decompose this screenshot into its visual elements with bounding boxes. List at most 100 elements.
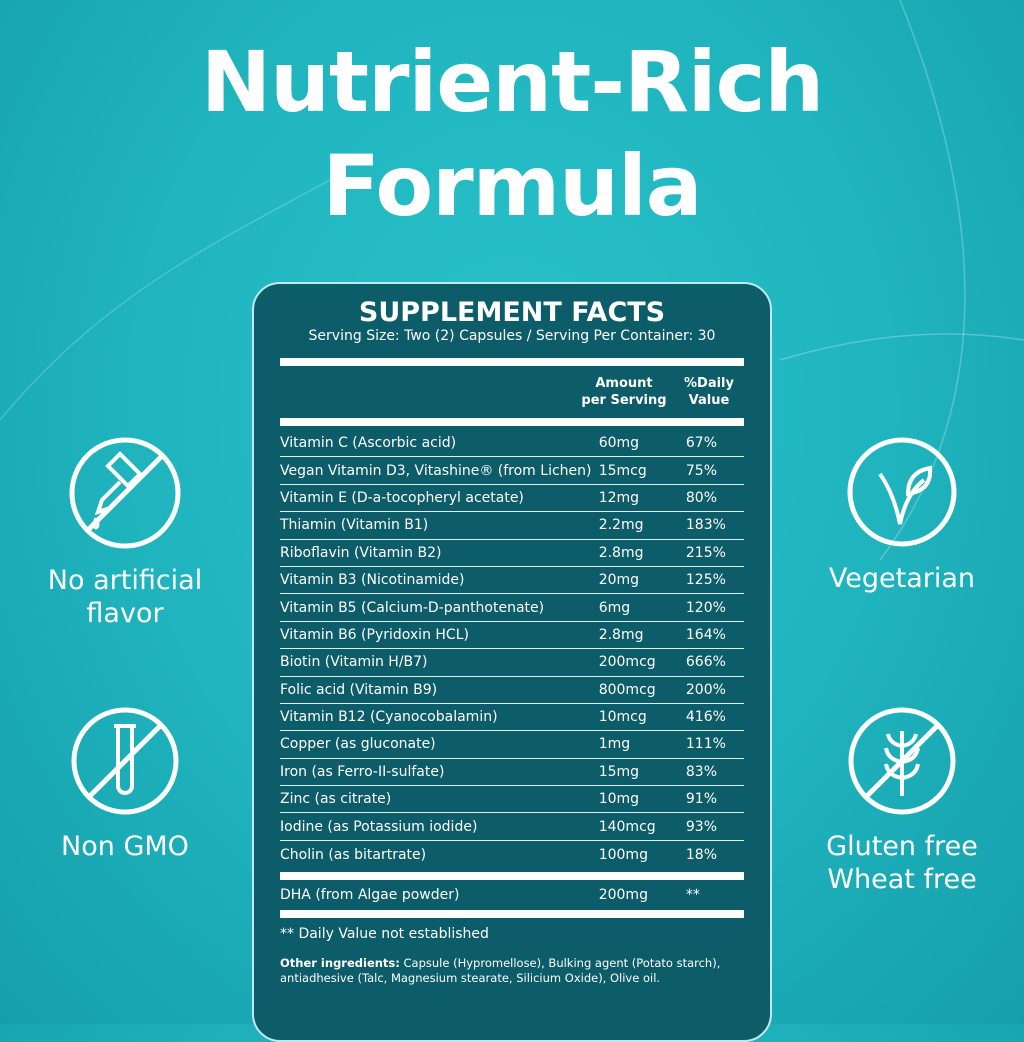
nutrient-name: Zinc (as citrate) (280, 791, 392, 808)
nutrient-name: Thiamin (Vitamin B1) (280, 517, 429, 534)
table-row: Copper (as gluconate) 1mg 111% (280, 731, 744, 759)
dv-header-line1: %Daily (684, 376, 734, 391)
table-row: Iodine (as Potassium iodide) 140mcg 93% (280, 813, 744, 841)
feature-vegetarian: Vegetarian (792, 436, 1012, 595)
table-row: Thiamin (Vitamin B1) 2.2mg 183% (280, 512, 744, 540)
nutrient-name: Vitamin E (D-a-tocopheryl acetate) (280, 489, 524, 506)
nutrient-dv: 91% (685, 791, 718, 808)
nutrient-amount: 200mcg (598, 654, 656, 671)
feature-no-artificial-flavor: No artificial flavor (15, 436, 235, 630)
supplement-facts-panel: SUPPLEMENT FACTS Serving Size: Two (2) C… (252, 282, 772, 1042)
nutrient-amount: 15mcg (598, 462, 647, 479)
serving-info: Serving Size: Two (2) Capsules / Serving… (308, 328, 716, 344)
table-row: Vitamin B3 (Nicotinamide) 20mg 125% (280, 567, 744, 595)
headline-line1: Nutrient-Rich (200, 33, 824, 131)
nutrient-name: Copper (as gluconate) (280, 736, 436, 753)
nutrient-amount: 2.8mg (598, 544, 644, 561)
nutrient-amount: 10mg (598, 791, 640, 808)
no-dropper-icon (69, 437, 181, 549)
table-row: Vitamin B5 (Calcium-D-panthotenate) 6mg 12… (280, 594, 744, 622)
amount-header-line2: per Serving (581, 393, 667, 408)
table-row: Vitamin B6 (Pyridoxin HCL) 2.8mg 164% (280, 622, 744, 650)
leaf-icon (847, 437, 957, 547)
nutrient-name: Vitamin C (Ascorbic acid) (280, 435, 457, 452)
table-row: Riboflavin (Vitamin B2) 2.8mg 215% (280, 540, 744, 567)
nutrient-dv: 666% (685, 654, 726, 671)
nutrient-dv: 120% (685, 599, 726, 616)
nutrient-name: Iron (as Ferro-II-sulfate) (280, 763, 445, 780)
nutrient-amount: 140mcg (598, 818, 656, 835)
feature-gluten-free: Gluten free Wheat free (792, 706, 1012, 896)
nutrient-dv: 200% (685, 681, 726, 698)
nutrient-name: Biotin (Vitamin H/B7) (280, 654, 428, 671)
nutrient-dv: 83% (685, 763, 718, 780)
panel-title: SUPPLEMENT FACTS (358, 297, 666, 328)
nutrient-name: DHA (from Algae powder) (280, 887, 460, 904)
nutrient-dv: 164% (685, 626, 726, 643)
other-ingredients-label: Other ingredients: (280, 956, 400, 971)
nutrient-dv: 111% (685, 736, 726, 753)
feature-label: Non GMO (61, 831, 189, 862)
table-row: Biotin (Vitamin H/B7) 200mcg 666% (280, 649, 744, 677)
feature-label: Wheat free (827, 864, 977, 895)
headline-line2: Formula (322, 137, 703, 235)
nutrient-amount: 800mcg (598, 681, 656, 698)
table-row: Folic acid (Vitamin B9) 800mcg 200% (280, 677, 744, 704)
nutrient-name: Iodine (as Potassium iodide) (280, 818, 478, 835)
nutrient-amount: 60mg (598, 435, 640, 452)
other-ingredients-text: Capsule (Hypromellose), Bulking agent (P… (280, 956, 721, 986)
nutrient-name: Folic acid (Vitamin B9) (280, 681, 438, 698)
nutrient-dv: 183% (685, 517, 726, 534)
nutrient-dv: 18% (685, 846, 718, 863)
nutrient-amount: 200mg (598, 887, 648, 904)
nutrient-amount: 100mg (598, 846, 648, 863)
table-row: Zinc (as citrate) 10mg 91% (280, 786, 744, 814)
nutrient-table: Vitamin C (Ascorbic acid) 60mg 67% Vegan Vi… (280, 430, 744, 868)
nutrient-name: Vegan Vitamin D3, Vitashine® (from Liche… (280, 462, 592, 479)
nutrient-dv: 80% (685, 489, 718, 506)
nutrient-amount: 2.8mg (598, 626, 644, 643)
other-ingredients: Other ingredients: Capsule (Hypromellose… (280, 956, 744, 986)
nutrient-amount: 10mcg (598, 709, 647, 726)
amount-header-line1: Amount (595, 376, 653, 391)
feature-label: Gluten free (826, 831, 978, 862)
nutrient-amount: 12mg (598, 489, 640, 506)
table-row: Vitamin B12 (Cyanocobalamin) 10mcg 416% (280, 704, 744, 732)
nutrient-dv: 93% (685, 818, 718, 835)
nutrient-amount: 20mg (598, 572, 640, 589)
no-test-tube-icon (71, 707, 179, 815)
dv-header: %Daily Value (674, 375, 744, 409)
nutrient-name: Riboflavin (Vitamin B2) (280, 544, 442, 561)
nutrient-dv: 67% (685, 435, 718, 452)
table-row-dha: DHA (from Algae powder) 200mg ** (280, 880, 744, 910)
nutrient-amount: 15mg (598, 763, 640, 780)
amount-header: Amount per Serving (574, 375, 674, 409)
nutrient-amount: 6mg (598, 599, 631, 616)
feature-non-gmo: Non GMO (15, 706, 235, 863)
table-row: Vitamin C (Ascorbic acid) 60mg 67% (280, 430, 744, 458)
table-header: Amount per Serving %Daily Value (280, 366, 744, 418)
no-wheat-icon (848, 707, 956, 815)
table-row: Vitamin E (D-a-tocopheryl acetate) 12mg 80… (280, 485, 744, 513)
table-row: Iron (as Ferro-II-sulfate) 15mg 83% (280, 759, 744, 787)
nutrient-amount: 2.2mg (598, 517, 644, 534)
nutrient-name: Vitamin B12 (Cyanocobalamin) (280, 709, 498, 726)
nutrient-name: Vitamin B6 (Pyridoxin HCL) (280, 626, 469, 643)
nutrient-dv: 75% (685, 462, 718, 479)
divider (280, 358, 744, 366)
divider (280, 910, 744, 919)
table-row: Cholin (as bitartrate) 100mg 18% (280, 841, 744, 868)
footnote: ** Daily Value not established (280, 926, 489, 943)
divider (280, 418, 744, 426)
nutrient-name: Vitamin B5 (Calcium-D-panthotenate) (280, 599, 545, 616)
table-row: Vegan Vitamin D3, Vitashine® (from Liche… (280, 457, 744, 485)
headline: Nutrient-Rich Formula (0, 30, 1024, 238)
feature-label: Vegetarian (828, 563, 976, 594)
nutrient-dv: ** (685, 887, 700, 904)
nutrient-dv: 215% (685, 544, 726, 561)
nutrient-dv: 125% (685, 572, 726, 589)
feature-label: No artificial (47, 565, 203, 596)
nutrient-amount: 1mg (598, 736, 631, 753)
dv-header-line2: Value (688, 393, 730, 408)
feature-label: flavor (86, 598, 164, 629)
